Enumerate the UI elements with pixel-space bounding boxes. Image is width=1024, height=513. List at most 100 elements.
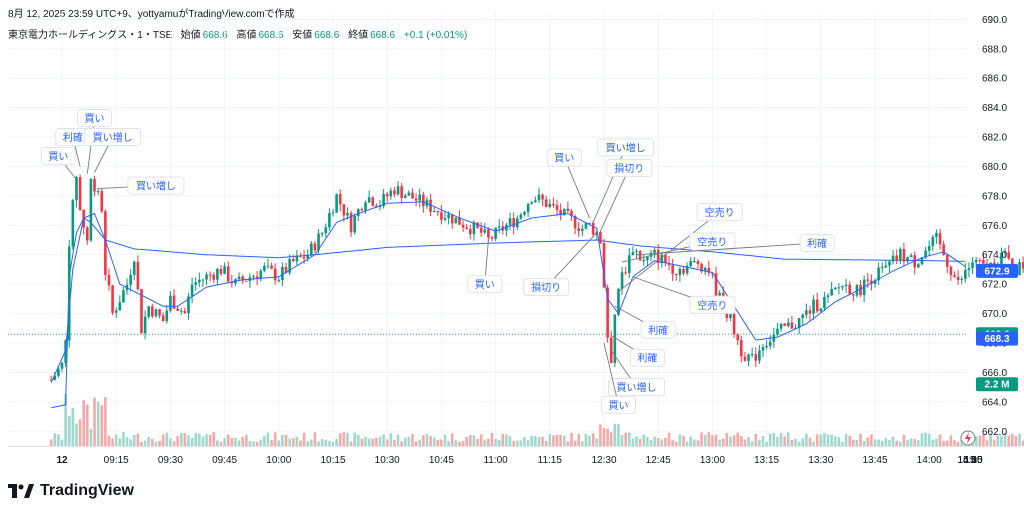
volume-bar xyxy=(544,440,548,446)
candle-body xyxy=(263,266,266,271)
annotation-label: 空売り xyxy=(705,206,735,219)
candle-body xyxy=(848,284,852,295)
x-tick-label: 09:15 xyxy=(104,455,129,466)
volume-bar xyxy=(985,440,989,446)
candle-body xyxy=(584,223,588,229)
volume-bar xyxy=(255,441,259,446)
volume-bar xyxy=(158,440,161,446)
candle-body xyxy=(172,295,176,309)
candle-body xyxy=(736,334,739,341)
volume-bar xyxy=(573,440,577,446)
volume-bar xyxy=(624,432,627,446)
candle-body xyxy=(190,284,194,297)
volume-bar xyxy=(342,432,346,446)
candle-body xyxy=(277,280,281,282)
x-tick-label: 11:00 xyxy=(483,455,508,466)
candle-body xyxy=(931,236,935,247)
volume-bar xyxy=(653,436,656,446)
symbol-name[interactable]: 東京電力ホールディングス・1・TSE xyxy=(8,30,173,41)
volume-bar xyxy=(432,437,436,446)
volume-bar xyxy=(992,439,996,446)
volume-bar xyxy=(552,435,555,446)
annotation-label: 利確 xyxy=(63,131,83,144)
annotation-box xyxy=(799,233,835,252)
candle-body xyxy=(107,274,111,286)
annotation-label: 利確 xyxy=(807,237,827,250)
candle-body xyxy=(53,375,57,380)
candle-body xyxy=(161,315,165,322)
low-value: 668.6 xyxy=(314,30,340,41)
volume-bar xyxy=(490,432,494,446)
volume-bar xyxy=(476,438,479,446)
candle-body xyxy=(729,314,732,319)
volume-bar xyxy=(125,437,129,446)
volume-bar xyxy=(877,439,880,446)
y-tick-label: 674.0 xyxy=(982,250,1007,261)
x-tick-label: 13:30 xyxy=(808,455,833,466)
x-tick-label: 13:45 xyxy=(862,455,887,466)
candle-body xyxy=(823,296,826,309)
volume-bar xyxy=(57,434,60,446)
volume-bar xyxy=(418,439,422,446)
volume-bar xyxy=(226,434,230,446)
volume-bar xyxy=(259,439,263,446)
candle-body xyxy=(385,193,389,197)
y-tick-label: 662.0 xyxy=(982,427,1007,438)
candle-body xyxy=(143,316,147,334)
candle-body xyxy=(89,178,93,241)
candle-body xyxy=(581,228,584,231)
volume-bar xyxy=(317,441,320,446)
candle-body xyxy=(132,261,136,275)
x-tick-label: 11:15 xyxy=(538,455,563,466)
candle-body xyxy=(273,268,277,281)
annotation-label: 利確 xyxy=(637,352,657,365)
candle-body xyxy=(93,178,96,192)
candle-body xyxy=(205,274,208,280)
volume-bar xyxy=(194,432,197,446)
x-tick-label: 14:45 xyxy=(957,455,982,466)
volume-bar xyxy=(938,434,942,446)
candle-body xyxy=(566,208,570,211)
candle-body xyxy=(320,233,324,235)
candle-body xyxy=(689,261,693,266)
candle-body xyxy=(844,284,848,287)
candle-body xyxy=(71,200,75,247)
candle-body xyxy=(208,274,212,276)
candle-body xyxy=(555,205,559,210)
volume-bar xyxy=(707,432,711,446)
bolt-icon[interactable] xyxy=(960,430,976,446)
volume-bar xyxy=(1018,433,1021,446)
candle-body xyxy=(216,268,219,280)
candle-body xyxy=(978,259,982,261)
annotation-leader xyxy=(545,232,598,288)
volume-bar xyxy=(765,441,768,446)
candle-body xyxy=(403,195,407,199)
candle-body xyxy=(198,279,201,283)
volume-bar xyxy=(494,438,497,446)
candle-body xyxy=(541,194,544,200)
candle-body xyxy=(588,222,591,224)
candle-body xyxy=(859,285,862,296)
volume-bar xyxy=(512,440,515,446)
volume-bar xyxy=(223,438,226,446)
candle-body xyxy=(685,265,689,274)
volume-bar xyxy=(187,435,190,446)
volume-bar xyxy=(772,433,776,446)
volume-bar xyxy=(609,432,613,446)
candle-body xyxy=(790,322,794,329)
volume-bar xyxy=(411,434,414,446)
volume-bar xyxy=(671,440,674,446)
y-tick-label: 676.0 xyxy=(982,221,1007,232)
volume-bar xyxy=(534,435,537,446)
volume-bar xyxy=(891,436,895,446)
candle-body xyxy=(599,231,602,244)
brand-name: TradingView xyxy=(40,482,134,499)
volume-bar xyxy=(165,432,169,446)
y-tick-label: 686.0 xyxy=(982,74,1007,85)
volume-bar xyxy=(234,437,237,446)
volume-bar xyxy=(465,437,468,446)
volume-bar xyxy=(718,439,721,446)
volume-bar xyxy=(306,441,310,446)
volume-bar xyxy=(732,435,736,446)
